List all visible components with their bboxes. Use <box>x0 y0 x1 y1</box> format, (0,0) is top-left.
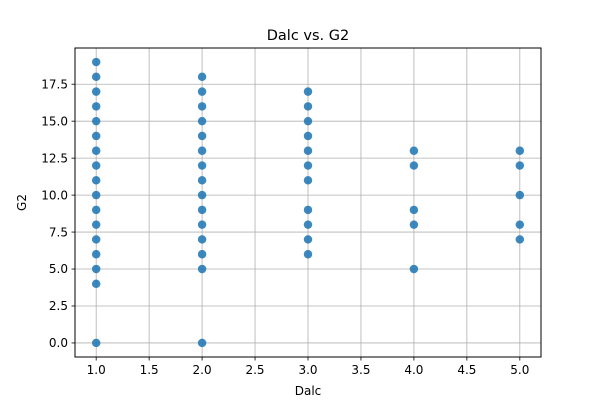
y-tick-label: 5.0 <box>49 262 68 276</box>
data-point-overlap <box>409 146 419 155</box>
data-point-overlap <box>409 205 419 215</box>
data-point-overlap <box>91 250 101 259</box>
x-tick-label: 2.5 <box>245 363 264 377</box>
x-tick-label: 4.5 <box>457 363 476 377</box>
data-point-overlap <box>91 146 101 155</box>
data-point-overlap <box>515 235 525 244</box>
data-point-overlap <box>91 264 101 274</box>
data-point-overlap <box>197 131 207 141</box>
data-point-overlap <box>197 235 207 244</box>
data-point-overlap <box>515 220 525 229</box>
data-point-overlap <box>303 146 313 155</box>
x-tick-label: 2.0 <box>193 363 212 377</box>
x-tick-label: 4.0 <box>404 363 423 377</box>
data-point-overlap <box>515 146 525 155</box>
data-point-overlap <box>515 190 525 200</box>
data-point-overlap <box>303 131 313 141</box>
data-point-overlap <box>91 72 101 82</box>
data-point-overlap <box>91 102 101 111</box>
data-point-overlap <box>303 87 313 96</box>
y-tick-label: 17.5 <box>41 77 68 91</box>
data-point-overlap <box>91 205 101 215</box>
x-axis-ticks: 1.0 1.5 2.0 2.5 3.0 3.5 4.0 4.5 5.0 <box>87 357 529 377</box>
y-axis-label: G2 <box>15 194 29 211</box>
x-tick-label: 5.0 <box>510 363 529 377</box>
data-point-overlap <box>91 190 101 200</box>
y-tick-label: 10.0 <box>41 188 68 202</box>
data-point-overlap <box>197 250 207 259</box>
data-point-overlap <box>197 264 207 274</box>
data-point-overlap <box>91 235 101 244</box>
data-points <box>91 57 525 348</box>
y-tick-label: 12.5 <box>41 151 68 165</box>
y-tick-label: 7.5 <box>49 225 68 239</box>
data-point-overlap <box>91 220 101 229</box>
data-point-overlap <box>197 116 207 126</box>
data-point-overlap <box>91 176 101 185</box>
x-axis-label: Dalc <box>295 384 322 398</box>
data-point-overlap <box>197 87 207 96</box>
data-point-overlap <box>409 220 419 229</box>
data-point-overlap <box>197 338 207 348</box>
y-axis-ticks: 0.0 2.5 5.0 7.5 10.0 12.5 15.0 17.5 <box>41 77 75 350</box>
data-point-overlap <box>91 57 101 67</box>
chart-title: Dalc vs. G2 <box>267 28 349 44</box>
x-tick-label: 3.0 <box>298 363 317 377</box>
data-point-overlap <box>91 116 101 126</box>
data-point-overlap <box>303 176 313 185</box>
data-point-overlap <box>303 250 313 259</box>
data-point-overlap <box>91 161 101 170</box>
data-point-overlap <box>91 87 101 96</box>
data-point-overlap <box>303 205 313 215</box>
data-point-overlap <box>303 102 313 111</box>
data-point-overlap <box>197 72 207 82</box>
data-point-overlap <box>197 205 207 215</box>
data-point-overlap <box>91 338 101 348</box>
data-point-overlap <box>303 116 313 126</box>
data-point-overlap <box>197 102 207 111</box>
data-point-overlap <box>91 279 101 289</box>
data-point-overlap <box>303 220 313 229</box>
y-tick-label: 2.5 <box>49 299 68 313</box>
x-tick-label: 1.0 <box>87 363 106 377</box>
grid-lines <box>75 48 541 357</box>
y-tick-label: 15.0 <box>41 114 68 128</box>
data-point-overlap <box>303 161 313 170</box>
data-point-overlap <box>197 220 207 229</box>
data-point-overlap <box>91 131 101 141</box>
data-point-overlap <box>515 161 525 170</box>
data-point-overlap <box>303 235 313 244</box>
x-tick-label: 1.5 <box>140 363 159 377</box>
x-tick-label: 3.5 <box>351 363 370 377</box>
data-point-overlap <box>197 190 207 200</box>
data-point-overlap <box>197 176 207 185</box>
y-tick-label: 0.0 <box>49 336 68 350</box>
data-point-overlap <box>197 161 207 170</box>
data-point-overlap <box>409 264 419 274</box>
data-point-overlap <box>409 161 419 170</box>
data-point-overlap <box>197 146 207 155</box>
